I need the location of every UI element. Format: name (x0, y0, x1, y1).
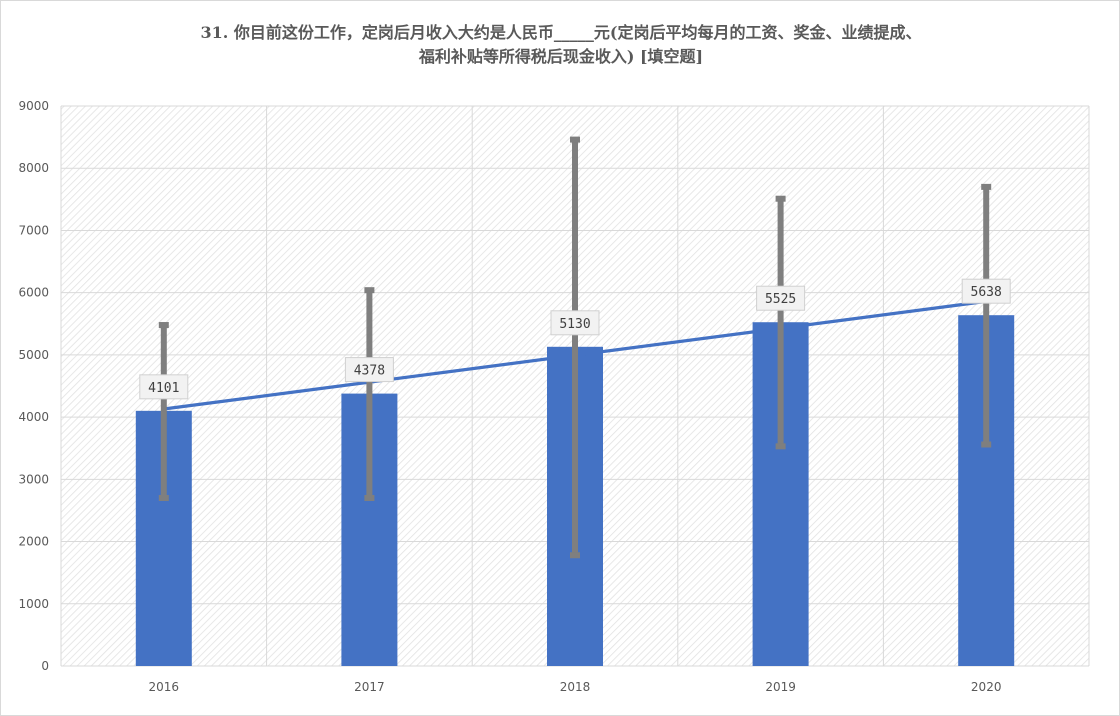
x-tick-label: 2017 (354, 680, 385, 694)
x-tick-label: 2020 (971, 680, 1002, 694)
data-label-box (139, 374, 189, 400)
x-tick-label: 2018 (560, 680, 591, 694)
data-label-box (756, 285, 806, 311)
y-tick-label: 0 (41, 659, 49, 673)
x-tick-label: 2019 (765, 680, 796, 694)
data-label-box (961, 278, 1011, 304)
y-tick-label: 7000 (18, 223, 49, 237)
y-tick-label: 3000 (18, 472, 49, 486)
bar-series (135, 315, 1015, 666)
y-tick-label: 6000 (18, 286, 49, 300)
x-tick-label: 2016 (149, 680, 180, 694)
error-bars (158, 136, 992, 559)
data-label-2016: 4101 (148, 381, 179, 396)
data-label-2019: 5525 (765, 292, 796, 307)
chart-title: 31. 你目前这份工作，定岗后月收入大约是人民币_____元(定岗后平均每月的工… (61, 21, 1061, 69)
y-tick-label: 9000 (18, 99, 49, 113)
y-tick-label: 2000 (18, 535, 49, 549)
y-tick-label: 5000 (18, 348, 49, 362)
data-label-box (344, 357, 394, 383)
data-label-2017: 4378 (354, 364, 385, 379)
y-axis: 0 1000 2000 3000 4000 5000 6000 7000 8000 9000 (18, 99, 49, 673)
data-label-2018: 5130 (559, 317, 590, 332)
chart-title-line-1: 31. 你目前这份工作，定岗后月收入大约是人民币_____元(定岗后平均每月的工… (200, 23, 922, 42)
data-label-box (550, 310, 600, 336)
y-tick-label: 4000 (18, 410, 49, 424)
y-tick-label: 8000 (18, 161, 49, 175)
y-tick-label: 1000 (18, 597, 49, 611)
chart-title-line-2: 福利补贴等所得税后现金收入) [填空题] (418, 47, 704, 66)
data-label-2020: 5638 (971, 285, 1002, 300)
x-axis: 2016 2017 2018 2019 2020 (149, 680, 1002, 694)
data-labels: 4101 4378 5130 5525 5638 (139, 278, 1011, 400)
